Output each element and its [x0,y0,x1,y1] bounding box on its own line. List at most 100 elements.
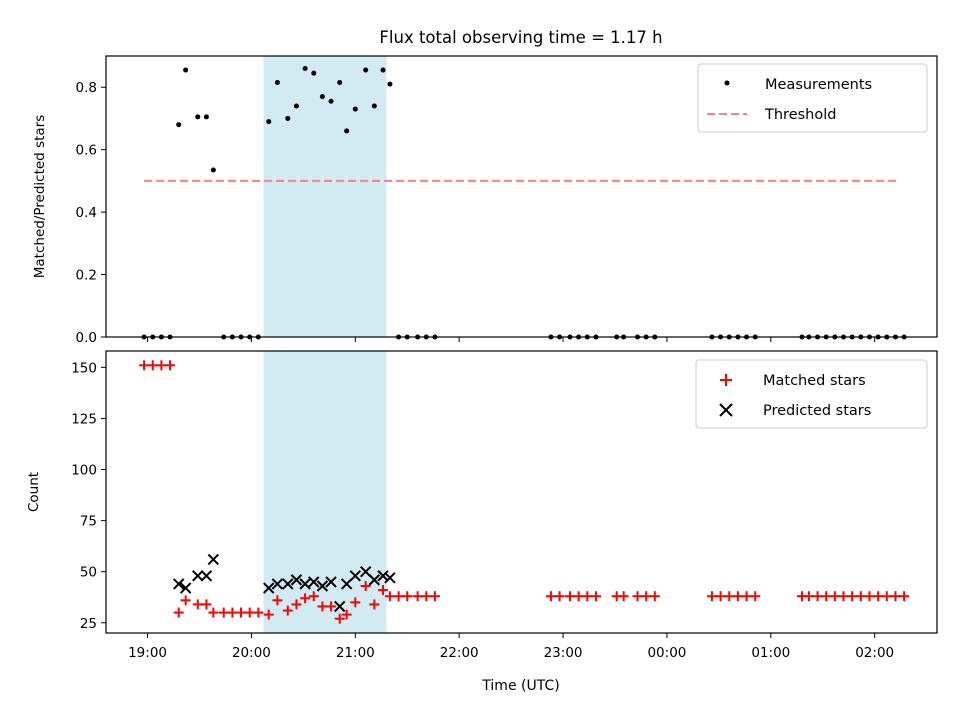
predicted-star-point [325,576,337,588]
y-tick-label: 0.6 [76,143,97,159]
legend-measurements-marker [724,80,730,86]
matched-star-point [899,591,910,602]
measurement-point [195,114,201,120]
matched-star-point [282,605,293,616]
predicted-star-point [384,572,396,584]
matched-star-point [582,591,593,602]
bottom-legend-box [695,359,928,429]
measurement-point [319,94,325,100]
y-tick-label: 150 [71,360,97,376]
matched-star-point [291,599,302,610]
matched-star-point [838,591,849,602]
matched-star-point [590,591,601,602]
measurement-point [203,114,209,120]
x-tick-label: 02:00 [855,645,894,661]
y-tick-label: 0.4 [76,205,97,221]
matched-star-point [218,607,229,618]
measurement-point [380,67,386,73]
predicted-star-point [368,574,381,586]
y-tick-label: 75 [80,514,97,530]
matched-star-point [308,591,319,602]
predicted-star-point [349,570,362,582]
matched-star-point [618,591,629,602]
y-tick-label: 100 [71,463,97,479]
matched-star-point [173,607,184,618]
y-tick-label: 0.2 [76,268,97,284]
matched-star-point [632,591,643,602]
predicted-star-point [299,578,311,590]
measurement-point [266,119,272,125]
measurement-point [176,122,182,128]
predicted-star-point [282,578,294,590]
predicted-star-point [179,582,192,594]
predicted-star-point [340,578,353,590]
matched-star-point [641,591,652,602]
x-axis-label: Time (UTC) [481,678,559,694]
matched-star-point [317,601,328,612]
measurement-point [371,103,377,109]
observing-interval-shade-top [263,56,387,337]
measurement-points [141,65,907,340]
matched-stars-points [139,360,910,624]
matched-star-point [350,597,361,608]
matched-star-point [715,591,726,602]
matched-star-point [421,591,432,602]
y-tick-label: 0.0 [76,330,97,346]
predicted-star-point [359,565,372,578]
bottom-y-ticks: 25 50 75 100 125 150 [71,360,106,632]
x-tick-label: 20:00 [232,645,271,661]
predicted-star-point [316,580,329,592]
matched-star-point [847,591,858,602]
chart-title: Flux total observing time = 1.17 h [379,28,662,47]
matched-star-point [545,591,556,602]
top-y-ticks: 0.0 0.2 0.4 0.6 0.8 [76,80,106,346]
matched-star-point [165,360,176,371]
matched-star-point [829,591,840,602]
matched-star-point [156,360,167,371]
y-tick-label: 50 [80,565,97,581]
matched-star-point [881,591,892,602]
matched-star-point [821,591,832,602]
measurement-point [352,106,358,112]
measurement-point [274,80,280,86]
matched-star-point [326,601,337,612]
matched-star-point [334,613,345,624]
measurement-point [183,67,189,73]
matched-star-point [803,591,814,602]
predicted-star-point [271,578,284,590]
shaded-interval [263,56,387,337]
measurement-point [387,81,393,87]
top-x-ticks [147,337,876,342]
shaded-interval [263,351,387,633]
matched-star-point [554,591,565,602]
matched-star-point [227,607,238,618]
matched-star-point [360,581,371,591]
legend-threshold-label: Threshold [764,107,836,123]
x-tick-label: 01:00 [751,645,790,661]
matched-star-point [649,591,660,602]
top-y-axis-label: Matched/Predicted stars [32,115,48,278]
matched-star-point [564,591,575,602]
top-legend-box [697,63,928,133]
measurement-point [210,167,216,173]
bottom-panel: 25 50 75 100 125 150 19:00 20:00 21:00 22:00 23:0… [26,350,938,694]
legend-predicted-label: Predicted stars [763,403,871,419]
measurement-point [344,128,350,134]
x-tick-label: 22:00 [440,645,479,661]
matched-star-point [402,591,413,602]
matched-star-point [236,607,247,618]
matched-star-point [864,591,875,602]
y-tick-label: 125 [71,411,97,427]
measurement-point [328,98,334,104]
matched-star-point [201,599,212,610]
matched-star-point [192,599,203,610]
top-axes-frame [105,55,938,338]
matched-star-point [724,591,735,602]
matched-star-point [244,607,255,618]
predicted-star-point [377,570,389,582]
matched-star-point [890,591,901,602]
matched-star-point [812,591,823,602]
matched-star-point [384,591,395,602]
x-tick-label: 00:00 [647,645,686,661]
